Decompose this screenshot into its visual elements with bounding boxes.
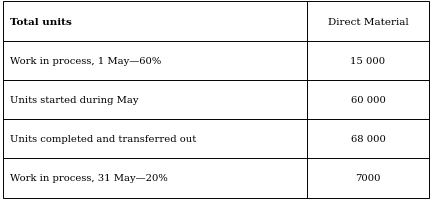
Text: Units completed and transferred out: Units completed and transferred out <box>10 135 196 144</box>
Text: Units started during May: Units started during May <box>10 96 138 104</box>
Text: Direct Material: Direct Material <box>327 17 408 26</box>
Text: 7000: 7000 <box>355 174 381 183</box>
Text: Total units: Total units <box>10 17 72 26</box>
Text: 15 000: 15 000 <box>350 56 385 65</box>
Text: Work in process, 1 May—60%: Work in process, 1 May—60% <box>10 56 161 65</box>
Text: 60 000: 60 000 <box>350 96 385 104</box>
Text: 68 000: 68 000 <box>350 135 385 144</box>
Text: Work in process, 31 May—20%: Work in process, 31 May—20% <box>10 174 168 183</box>
